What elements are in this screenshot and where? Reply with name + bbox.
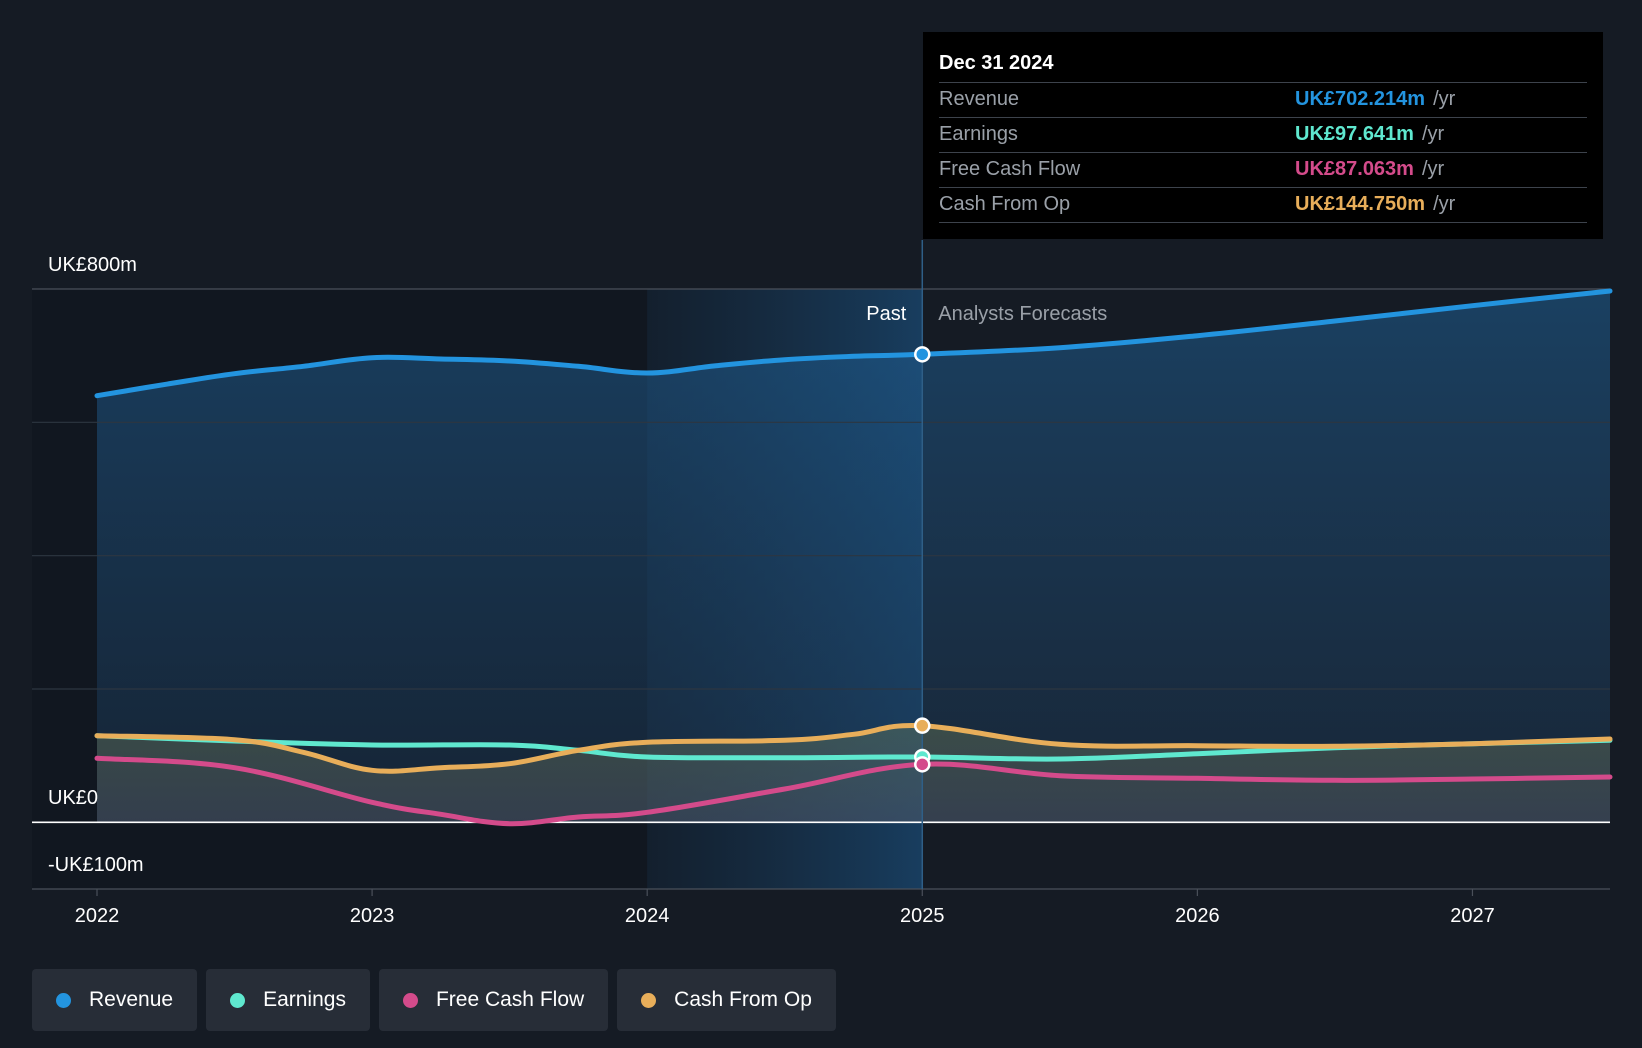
tooltip-label: Revenue [939,88,1020,110]
legend-dot-icon [56,992,71,1008]
y-label-bottom: -UK£100m [48,854,144,876]
tooltip-unit: /yr [1421,158,1445,180]
tooltip-row-free-cash-flow: Free Cash Flow UK£87.063m /yr [939,153,1587,188]
legend-item-earnings[interactable]: Earnings [206,969,370,1031]
tooltip-date: Dec 31 2024 [939,48,1587,83]
forecast-label: Analysts Forecasts [938,303,1107,325]
legend-item-revenue[interactable]: Revenue [32,969,198,1031]
tooltip-value: UK£702.214m [1295,88,1426,110]
revenue-line [94,288,1613,399]
x-tick-label: 2023 [350,905,395,927]
tooltip-label: Earnings [939,123,1018,145]
tooltip-row-revenue: Revenue UK£702.214m /yr [939,83,1587,118]
cash-from-op-marker [914,717,931,734]
tooltip-unit: /yr [1433,88,1456,110]
legend: Revenue Earnings Free Cash Flow Cash Fro… [32,969,836,1031]
legend-dot-icon [641,992,657,1008]
tooltip-value: UK£87.063m [1295,158,1414,180]
legend-label: Free Cash Flow [435,988,585,1011]
tooltip-label: Cash From Op [939,193,1071,215]
free-cash-flow-marker [914,756,931,773]
legend-item-cash-from-op[interactable]: Cash From Op [617,969,836,1031]
y-label-zero: UK£0 [48,787,98,809]
tooltip-label: Free Cash Flow [939,158,1081,180]
highlight-markers [914,346,931,773]
x-axis-ticks: 2022 2023 2024 2025 2026 2027 [75,889,1495,927]
legend-dot-icon [402,992,418,1008]
chart-plot: UK£800m UK£0 -UK£100m Past Analysts Fore… [32,240,1613,927]
series-lines [94,288,1613,827]
cash-from-op-line [94,722,1613,774]
x-tick-label: 2022 [75,905,120,927]
free-cash-flow-line [94,755,1613,827]
past-label: Past [866,303,906,325]
legend-label: Cash From Op [674,988,812,1011]
gridlines [32,288,1610,890]
tooltip-unit: /yr [1421,123,1445,145]
x-tick-label: 2024 [625,905,670,927]
tooltip-unit: /yr [1433,193,1456,215]
tooltip-row-earnings: Earnings UK£97.641m /yr [939,118,1587,153]
tooltip-value: UK£144.750m [1295,193,1426,215]
tooltip-row-cash-from-op: Cash From Op UK£144.750m /yr [939,188,1587,223]
legend-item-free-cash-flow[interactable]: Free Cash Flow [378,969,609,1031]
legend-label: Revenue [89,988,174,1011]
tooltip: Dec 31 2024 Revenue UK£702.214m /yr Earn… [923,32,1603,239]
legend-dot-icon [230,992,246,1008]
x-tick-label: 2026 [1175,905,1220,927]
legend-label: Earnings [263,988,346,1011]
y-label-top: UK£800m [48,254,137,276]
x-tick-label: 2025 [900,905,945,927]
tooltip-value: UK£97.641m [1295,123,1414,145]
revenue-marker [914,346,931,363]
x-tick-label: 2027 [1450,905,1495,927]
